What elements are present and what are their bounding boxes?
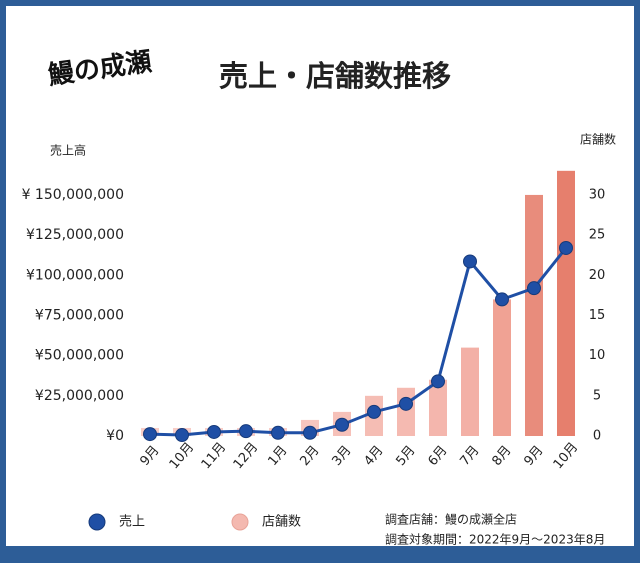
y2-tick-label: 25 <box>589 228 606 243</box>
line-marker <box>367 404 381 419</box>
y-tick-label: ¥100,000,000 <box>26 267 124 283</box>
line-marker <box>463 254 477 269</box>
y-tick-label: ¥50,000,000 <box>35 348 124 364</box>
bar <box>525 194 543 436</box>
note: 調査店舗：鰻の成瀬全店 <box>385 512 517 527</box>
line-marker <box>431 374 445 389</box>
line-marker <box>335 417 349 432</box>
line-marker <box>143 427 157 442</box>
note: 調査対象期間：2022年9月〜2023年8月 <box>385 533 605 547</box>
y-tick-label: ¥25,000,000 <box>35 388 124 404</box>
y2-tick-label: 20 <box>589 268 606 283</box>
line-marker <box>303 425 317 440</box>
line-marker <box>175 428 189 443</box>
bar <box>429 379 447 436</box>
y-tick-label: ¥ 150,000,000 <box>22 187 124 203</box>
bar <box>493 299 511 436</box>
line-marker <box>495 292 509 307</box>
chart-title: 売上・店舗数推移 <box>219 59 451 93</box>
bar <box>461 347 479 436</box>
y2-tick-label: 0 <box>593 429 601 444</box>
legend-swatch <box>88 513 106 531</box>
y2-tick-label: 15 <box>589 308 606 323</box>
y2-axis-title: 店舗数 <box>580 132 616 147</box>
line-marker <box>559 240 573 255</box>
legend-label: 売上 <box>119 514 145 530</box>
legend-swatch <box>231 513 249 531</box>
y-tick-label: ¥125,000,000 <box>26 227 124 243</box>
y2-tick-label: 5 <box>593 388 601 403</box>
y-tick-label: ¥75,000,000 <box>35 307 124 323</box>
y-axis-title: 売上高 <box>50 143 86 158</box>
y2-tick-label: 30 <box>589 187 606 202</box>
line-marker <box>399 396 413 411</box>
line-marker <box>239 424 253 439</box>
line-marker <box>207 424 221 439</box>
bar <box>397 387 415 436</box>
y2-tick-label: 10 <box>589 348 606 363</box>
line-marker <box>271 425 285 440</box>
legend-label: 店舗数 <box>262 515 301 530</box>
line-marker <box>527 281 541 296</box>
y-tick-label: ¥0 <box>106 428 124 444</box>
bar <box>557 170 575 437</box>
